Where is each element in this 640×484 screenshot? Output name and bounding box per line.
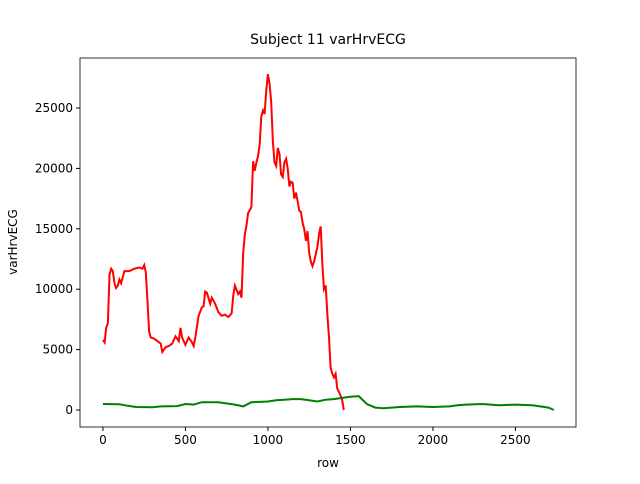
line-series [102,395,555,411]
x-tick-label: 500 [174,433,197,447]
y-axis-label: varHrvECG [6,209,20,275]
x-tick-label: 1000 [253,433,284,447]
plot-frame [79,57,577,428]
y-tick-label: 10000 [35,282,73,296]
y-tick-label: 5000 [42,343,73,357]
x-tick-label: 0 [99,433,107,447]
x-axis-label: row [317,456,339,470]
chart-title: Subject 11 varHrvECG [250,32,406,48]
y-tick-label: 20000 [35,161,73,175]
y-tick-label: 0 [65,403,73,417]
x-tick-label: 1500 [335,433,366,447]
x-tick-label: 2500 [500,433,531,447]
x-tick-label: 2000 [418,433,449,447]
y-tick-label: 25000 [35,101,73,115]
line-series [102,74,345,411]
y-tick-label: 15000 [35,222,73,236]
